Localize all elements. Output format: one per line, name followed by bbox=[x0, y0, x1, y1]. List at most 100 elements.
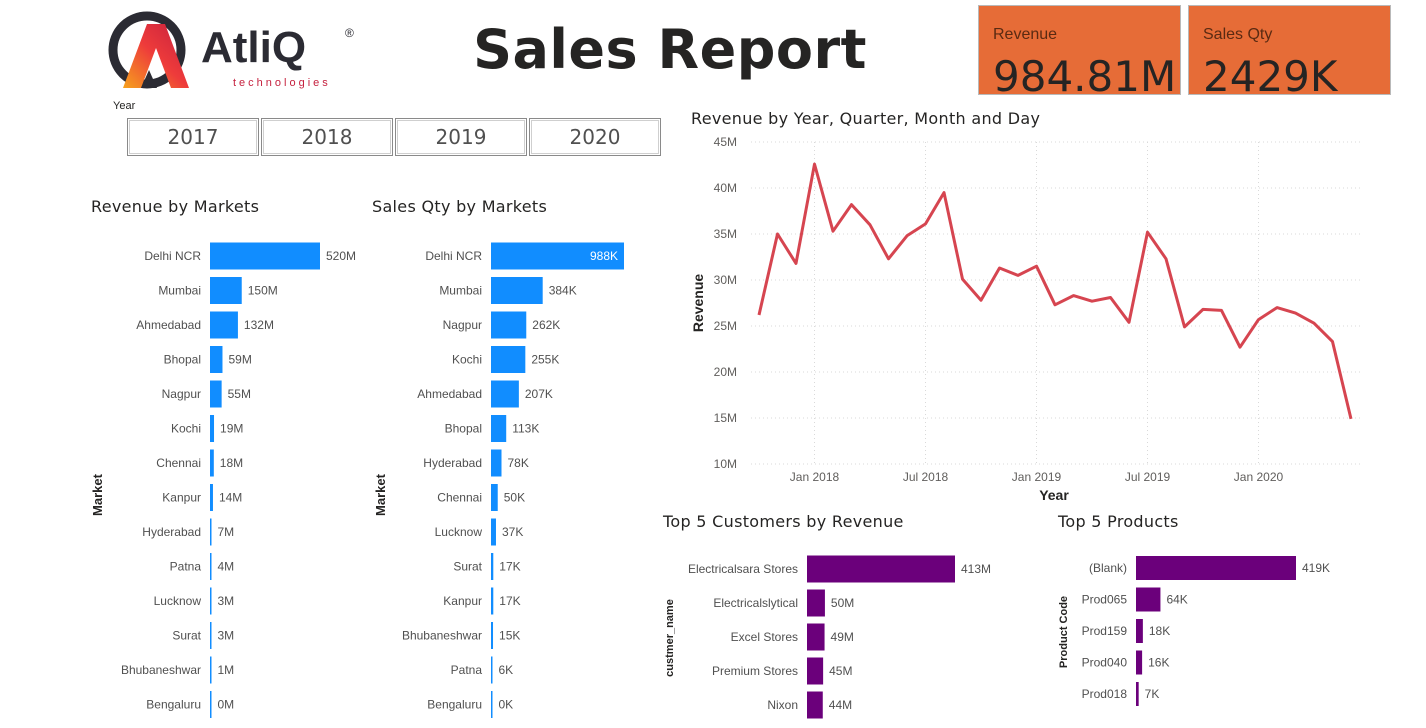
data-label-bengaluru: 0M bbox=[218, 698, 235, 712]
data-label-nagpur: 55M bbox=[228, 387, 251, 401]
category-label-bhubaneshwar: Bhubaneshwar bbox=[121, 663, 201, 677]
bar-chennai bbox=[210, 449, 214, 477]
axis-title: Market bbox=[90, 473, 105, 516]
bar-prod159 bbox=[1136, 619, 1143, 643]
bar-surat bbox=[491, 553, 494, 580]
y-tick-label: 45M bbox=[714, 135, 737, 149]
atliq-logo-icon: AtliQ ® technologies bbox=[108, 11, 354, 89]
category-label-bhopal: Bhopal bbox=[445, 422, 482, 436]
y-tick-label: 15M bbox=[714, 411, 737, 425]
data-label-electricalsara-stores: 413M bbox=[961, 562, 991, 576]
bar-bengaluru bbox=[491, 691, 493, 718]
data-label-blank: 419K bbox=[1302, 561, 1330, 575]
data-label-prod159: 18K bbox=[1149, 624, 1170, 638]
year-option-2018[interactable]: 2018 bbox=[261, 118, 393, 156]
y-tick-label: 10M bbox=[714, 457, 737, 471]
bar-prod065 bbox=[1136, 587, 1161, 612]
revenue-trend-chart[interactable]: 10M 15M 20M 25M 30M 35M 40M 45M Jan 2018 Jul 2018… bbox=[686, 130, 1376, 510]
bar-electricalslytical bbox=[807, 589, 825, 617]
year-slicer-label: Year bbox=[113, 100, 136, 112]
category-label-hyderabad: Hyderabad bbox=[423, 456, 482, 470]
data-label-nagpur: 262K bbox=[532, 318, 560, 332]
bar-blank bbox=[1136, 556, 1296, 580]
sales-qty-kpi-label: Sales Qty bbox=[1203, 26, 1273, 43]
top-customers-title: Top 5 Customers by Revenue bbox=[663, 512, 904, 531]
bar-nixon bbox=[807, 691, 823, 719]
data-label-lucknow: 37K bbox=[502, 525, 523, 539]
data-label-prod018: 7K bbox=[1145, 687, 1160, 701]
year-option-2017[interactable]: 2017 bbox=[127, 118, 259, 156]
bar-kochi bbox=[491, 346, 526, 373]
year-option-2019[interactable]: 2019 bbox=[395, 118, 527, 156]
data-label-kanpur: 17K bbox=[499, 594, 520, 608]
year-option-2020[interactable]: 2020 bbox=[529, 118, 661, 156]
y-tick-label: 30M bbox=[714, 273, 737, 287]
category-label-delhi-ncr: Delhi NCR bbox=[144, 249, 201, 263]
data-label-patna: 4M bbox=[218, 560, 235, 574]
sales-qty-kpi-value: 2429K bbox=[1203, 52, 1338, 101]
sales-qty-kpi-card[interactable]: Sales Qty 2429K bbox=[1188, 5, 1391, 101]
category-label-nagpur: Nagpur bbox=[443, 318, 482, 332]
category-label-blank: (Blank) bbox=[1089, 561, 1127, 575]
category-label-premium-stores: Premium Stores bbox=[712, 664, 798, 678]
bar-chennai bbox=[491, 484, 498, 511]
sales-qty-by-markets-title: Sales Qty by Markets bbox=[372, 197, 548, 216]
data-label-ahmedabad: 207K bbox=[525, 387, 553, 401]
category-label-prod065: Prod065 bbox=[1082, 593, 1128, 607]
svg-text:®: ® bbox=[345, 26, 354, 40]
data-label-kochi: 255K bbox=[531, 353, 559, 367]
y-tick-label: 40M bbox=[714, 181, 737, 195]
data-label-delhi-ncr: 520M bbox=[326, 249, 356, 263]
revenue-by-markets-chart[interactable]: Market Delhi NCR 520M Mumbai 150M Ahmedabad 13… bbox=[85, 235, 370, 725]
axis-title: Market bbox=[373, 473, 388, 516]
bar-bhubaneshwar bbox=[210, 656, 212, 684]
data-label-bengaluru: 0K bbox=[499, 698, 514, 712]
data-label-excel-stores: 49M bbox=[831, 630, 854, 644]
category-label-bengaluru: Bengaluru bbox=[427, 698, 482, 712]
category-label-chennai: Chennai bbox=[156, 456, 201, 470]
revenue-kpi-card[interactable]: Revenue 984.81M bbox=[978, 5, 1181, 101]
bar-prod018 bbox=[1136, 682, 1139, 706]
revenue-kpi-label: Revenue bbox=[993, 26, 1058, 43]
category-label-chennai: Chennai bbox=[437, 491, 482, 505]
category-label-ahmedabad: Ahmedabad bbox=[417, 387, 482, 401]
bar-delhi-ncr bbox=[491, 242, 624, 270]
revenue-trend-title: Revenue by Year, Quarter, Month and Day bbox=[691, 109, 1041, 128]
category-label-ahmedabad: Ahmedabad bbox=[136, 318, 201, 332]
x-tick-label: Jul 2019 bbox=[1125, 470, 1171, 484]
svg-text:AtliQ: AtliQ bbox=[201, 23, 306, 72]
bar-mumbai bbox=[210, 277, 242, 304]
y-tick-label: 20M bbox=[714, 365, 737, 379]
sales-qty-by-markets-chart[interactable]: Market Delhi NCR 988K Mumbai 384K Nagpur 262K K… bbox=[368, 235, 653, 725]
bar-kanpur bbox=[210, 484, 213, 511]
bar-lucknow bbox=[491, 518, 496, 546]
bar-surat bbox=[210, 622, 212, 649]
revenue-by-markets-title: Revenue by Markets bbox=[91, 197, 260, 216]
x-tick-label: Jan 2020 bbox=[1234, 470, 1284, 484]
bar-delhi-ncr bbox=[210, 242, 320, 270]
bar-bengaluru bbox=[210, 691, 212, 718]
data-label-kochi: 19M bbox=[220, 422, 243, 436]
data-label-ahmedabad: 132M bbox=[244, 318, 274, 332]
category-label-nagpur: Nagpur bbox=[162, 387, 201, 401]
y-tick-label: 35M bbox=[714, 227, 737, 241]
top-products-chart[interactable]: Product Code (Blank) 419K Prod065 64K Prod159… bbox=[1055, 550, 1385, 725]
data-label-mumbai: 150M bbox=[248, 284, 278, 298]
data-label-prod065: 64K bbox=[1166, 593, 1187, 607]
data-label-delhi-ncr: 988K bbox=[590, 249, 618, 263]
y-axis-title: Revenue bbox=[690, 274, 706, 333]
y-tick-label: 25M bbox=[714, 319, 737, 333]
category-label-delhi-ncr: Delhi NCR bbox=[425, 249, 482, 263]
data-label-bhopal: 113K bbox=[512, 422, 539, 436]
bar-premium-stores bbox=[807, 657, 824, 685]
data-label-electricalslytical: 50M bbox=[831, 596, 854, 610]
category-label-surat: Surat bbox=[172, 629, 201, 643]
data-label-bhopal: 59M bbox=[228, 353, 251, 367]
data-label-hyderabad: 78K bbox=[508, 456, 529, 470]
category-label-kanpur: Kanpur bbox=[162, 491, 201, 505]
x-tick-label: Jan 2018 bbox=[790, 470, 840, 484]
bar-ahmedabad bbox=[491, 380, 519, 408]
top-customers-chart[interactable]: custmer_name Electricalsara Stores 413M Ele… bbox=[660, 550, 1040, 725]
atliq-logo: AtliQ ® technologies bbox=[105, 10, 365, 92]
bar-hyderabad bbox=[210, 518, 212, 546]
